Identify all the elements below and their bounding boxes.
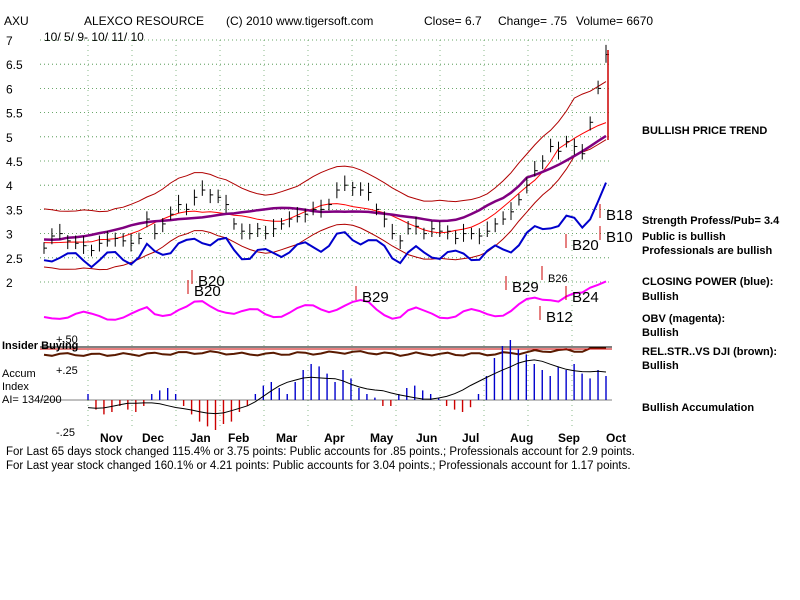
footer-line-1: For Last 65 days stock changed 115.4% or… bbox=[6, 446, 635, 458]
accum-label: Accum bbox=[2, 368, 36, 380]
relstr-line bbox=[43, 346, 607, 357]
signal-label: B20 bbox=[572, 237, 599, 254]
upper-band bbox=[43, 81, 607, 213]
signal-label: B20 bbox=[194, 283, 221, 300]
copyright: (C) 2010 www.tigersoft.com bbox=[226, 14, 374, 28]
relstr-status: Bullish bbox=[642, 360, 679, 372]
close-value: Close= 6.7 bbox=[424, 14, 482, 28]
date-range: 10/ 5/ 9- 10/ 11/ 10 bbox=[44, 30, 144, 44]
change-value: Change= .75 bbox=[498, 14, 568, 28]
y-tick-label: 6.5 bbox=[6, 58, 23, 72]
footer-line-2: For Last year stock changed 160.1% or 4.… bbox=[6, 460, 631, 472]
relstr-label: REL.STR..VS DJI (brown): bbox=[642, 346, 778, 358]
obv-status: Bullish bbox=[642, 327, 679, 339]
accum-average-line bbox=[87, 359, 607, 415]
y-tick-label: 4.5 bbox=[6, 155, 23, 169]
signal-label: B24 bbox=[572, 289, 599, 306]
trend-label: BULLISH PRICE TREND bbox=[642, 125, 768, 137]
long-moving-average bbox=[43, 134, 607, 241]
y-tick-label: 3.5 bbox=[6, 203, 23, 217]
y-tick-label: 2.5 bbox=[6, 252, 23, 266]
closing-power-line bbox=[43, 182, 607, 269]
signal-label: B29 bbox=[512, 279, 539, 296]
x-tick-label: Jan bbox=[190, 431, 211, 445]
closing-power-status: Bullish bbox=[642, 291, 679, 303]
y-tick-label: 2 bbox=[6, 276, 13, 290]
signal-label: B29 bbox=[362, 289, 389, 306]
x-tick-label: Aug bbox=[510, 431, 533, 445]
x-tick-label: Sep bbox=[558, 431, 580, 445]
x-tick-label: Jun bbox=[416, 431, 437, 445]
symbol: AXU bbox=[4, 14, 29, 28]
short-moving-average bbox=[43, 122, 607, 244]
y-tick-label: 4 bbox=[6, 179, 13, 193]
x-tick-label: Dec bbox=[142, 431, 164, 445]
strength-label: Strength Profess/Pub= 3.4 bbox=[642, 215, 780, 227]
y-tick-label: 5 bbox=[6, 131, 13, 145]
x-tick-label: Nov bbox=[100, 431, 123, 445]
x-tick-label: Jul bbox=[462, 431, 479, 445]
obv-label: OBV (magenta): bbox=[642, 313, 726, 325]
signal-label: B26 bbox=[548, 273, 568, 285]
volume-value: Volume= 6670 bbox=[576, 14, 654, 28]
y-tick-label: 7 bbox=[6, 34, 13, 48]
minus25-label: -.25 bbox=[56, 427, 75, 439]
signal-label: B20 bbox=[198, 273, 225, 290]
x-tick-label: Mar bbox=[276, 431, 298, 445]
public-label: Public is bullish bbox=[642, 231, 726, 243]
x-tick-label: Oct bbox=[606, 431, 626, 445]
x-tick-label: Apr bbox=[324, 431, 345, 445]
ai-label: AI= 134/200 bbox=[2, 394, 62, 406]
x-tick-label: Feb bbox=[228, 431, 249, 445]
x-tick-label: May bbox=[370, 431, 394, 445]
company-name: ALEXCO RESOURCE bbox=[84, 14, 205, 28]
y-tick-label: 3 bbox=[6, 228, 13, 242]
plus50-label: +.50 bbox=[56, 334, 78, 346]
signal-label: B12 bbox=[546, 309, 573, 326]
signal-label: B10 bbox=[606, 229, 633, 246]
signal-label: B18 bbox=[606, 207, 633, 224]
y-tick-label: 6 bbox=[6, 82, 13, 96]
insider-buying-label: Insider Buying bbox=[2, 340, 78, 352]
plus25-label: +.25 bbox=[56, 365, 78, 377]
closing-power-label: CLOSING POWER (blue): bbox=[642, 276, 774, 288]
professionals-label: Professionals are bullish bbox=[642, 245, 773, 257]
accumulation-label: Bullish Accumulation bbox=[642, 402, 755, 414]
obv-line bbox=[43, 280, 607, 321]
index-label: Index bbox=[2, 381, 29, 393]
y-tick-label: 5.5 bbox=[6, 107, 23, 121]
